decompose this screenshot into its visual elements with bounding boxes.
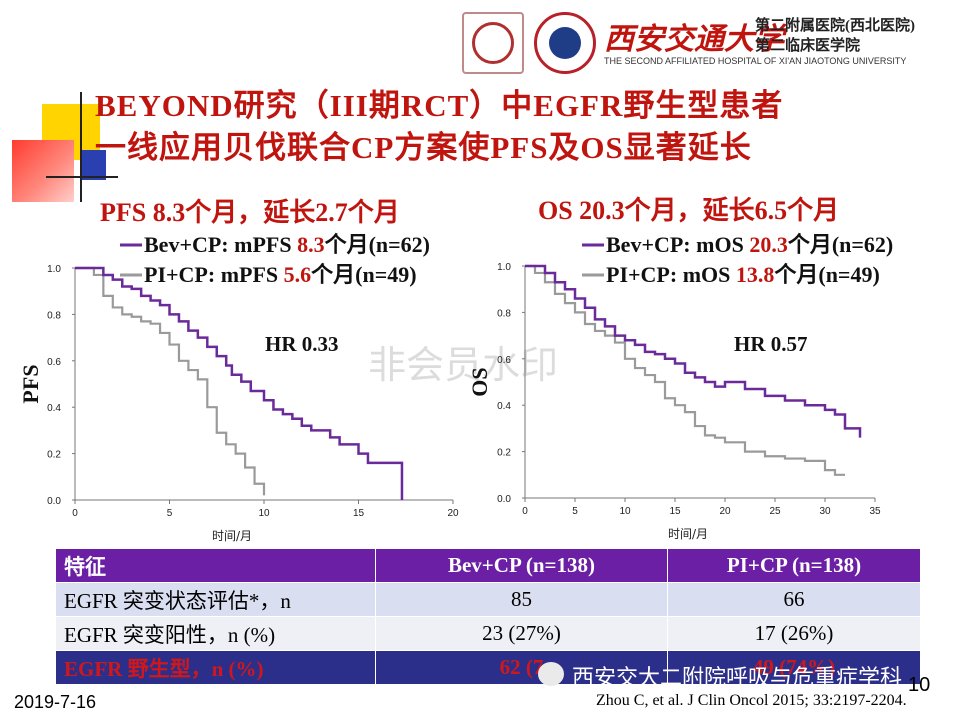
- os-subtitle: OS 20.3个月，延长6.5个月: [538, 196, 840, 225]
- hospital-name-line1: 第二附属医院(西北医院): [755, 18, 915, 34]
- table-row: EGFR 突变阳性，n (%) 23 (27%) 17 (26%): [55, 616, 921, 651]
- pi-cp-curve: [525, 264, 845, 476]
- hazard-ratio-label: HR 0.33: [265, 332, 339, 356]
- table-cell: EGFR 突变阳性，n (%): [55, 616, 376, 651]
- table-header-feature: 特征: [55, 548, 376, 583]
- x-tick-label: 15: [669, 506, 681, 517]
- x-tick-label: 25: [769, 506, 781, 517]
- table-cell: EGFR 野生型，n (%): [55, 650, 376, 685]
- table-cell: 23 (27%): [375, 616, 668, 651]
- table-cell: 66: [667, 582, 921, 617]
- wechat-account-label: 西安交大二附院呼吸与危重症学科: [532, 660, 926, 691]
- y-axis-label: OS: [467, 367, 492, 396]
- x-tick-label: 35: [869, 506, 881, 517]
- y-tick-label: 0.8: [47, 310, 61, 321]
- legend-entry: PI+CP: mOS 13.8个月(n=49): [606, 262, 880, 287]
- characteristics-table: 特征 Bev+CP (n=138) PI+CP (n=138) EGFR 突变状…: [55, 548, 921, 685]
- x-tick-label: 20: [447, 508, 459, 519]
- hospital-name-line2: 第二临床医学院: [755, 38, 861, 54]
- x-axis-label: 时间/月: [668, 527, 708, 541]
- bev-cp-curve: [525, 264, 862, 438]
- x-tick-label: 0: [72, 508, 78, 519]
- table-header-bev: Bev+CP (n=138): [375, 548, 668, 583]
- legend-entry: PI+CP: mPFS 5.6个月(n=49): [144, 262, 417, 287]
- y-tick-label: 0.2: [497, 448, 511, 459]
- y-tick-label: 0.6: [497, 355, 511, 366]
- hospital-name-en: THE SECOND AFFILIATED HOSPITAL OF XI'AN …: [604, 56, 907, 66]
- os-chart: 0.0 0.2 0.4 0.6 0.8 1.0 0 5 10 15 20 25 30 35 OS 时间/月 HR…: [467, 232, 893, 541]
- hospital-logo: [534, 12, 596, 74]
- pfs-chart: 0.0 0.2 0.4 0.6 0.8 1.0 0 5 10 15 20 PFS 时间/月 HR 0.33…: [18, 232, 459, 543]
- x-tick-label: 20: [719, 506, 731, 517]
- x-tick-label: 15: [353, 508, 365, 519]
- legend-entry: Bev+CP: mOS 20.3个月(n=62): [606, 232, 893, 257]
- citation: Zhou C, et al. J Clin Oncol 2015; 33:219…: [596, 692, 907, 709]
- y-tick-label: 0.2: [47, 450, 61, 461]
- x-tick-label: 5: [167, 508, 173, 519]
- decor-horizontal-line: [46, 176, 118, 178]
- slide-date: 2019-7-16: [14, 692, 97, 712]
- slide-title-line1: BEYOND研究（III期RCT）中EGFR野生型患者: [95, 88, 784, 123]
- hazard-ratio-label: HR 0.57: [734, 332, 808, 356]
- page-number: 10: [908, 674, 931, 696]
- bev-cp-curve: [75, 266, 404, 500]
- y-tick-label: 0.8: [497, 308, 511, 319]
- y-tick-label: 0.4: [497, 401, 511, 412]
- university-seal-logo: [462, 12, 524, 74]
- x-tick-label: 10: [258, 508, 270, 519]
- x-tick-label: 5: [572, 506, 578, 517]
- university-name: 西安交通大学: [604, 23, 784, 56]
- wechat-icon: [538, 662, 564, 686]
- table-row: EGFR 野生型，n (%) 62 (7 49 (74%): [55, 650, 921, 685]
- y-tick-label: 0.0: [497, 494, 511, 505]
- y-tick-label: 1.0: [47, 264, 61, 275]
- watermark-text: 非会员水印: [368, 343, 559, 387]
- y-tick-label: 0.4: [47, 403, 61, 414]
- table-cell: 62 (7: [375, 650, 668, 685]
- decor-red-square: [12, 140, 74, 202]
- table-cell: 49 (74%): [667, 650, 921, 685]
- pi-cp-curve: [75, 266, 266, 496]
- x-tick-label: 0: [522, 506, 528, 517]
- x-tick-label: 30: [819, 506, 831, 517]
- decor-blue-square: [80, 150, 106, 180]
- table-row: EGFR 突变状态评估*，n 85 66: [55, 582, 921, 617]
- table-cell: 85: [375, 582, 668, 617]
- table-cell: 17 (26%): [667, 616, 921, 651]
- wechat-account-name: 西安交大二附院呼吸与危重症学科: [572, 666, 903, 691]
- legend-entry: Bev+CP: mPFS 8.3个月(n=62): [144, 232, 430, 257]
- table-header-pi: PI+CP (n=138): [667, 548, 921, 583]
- y-tick-label: 0.6: [47, 357, 61, 368]
- x-axis-label: 时间/月: [212, 529, 252, 543]
- table-cell: EGFR 突变状态评估*，n: [55, 582, 376, 617]
- pfs-subtitle: PFS 8.3个月，延长2.7个月: [100, 198, 400, 227]
- slide-title-line2: 一线应用贝伐联合CP方案使PFS及OS显著延长: [95, 130, 752, 165]
- decor-vertical-line: [80, 92, 82, 202]
- y-tick-label: 1.0: [497, 262, 511, 273]
- x-tick-label: 10: [619, 506, 631, 517]
- y-tick-label: 0.0: [47, 496, 61, 507]
- y-axis-label: PFS: [18, 364, 43, 403]
